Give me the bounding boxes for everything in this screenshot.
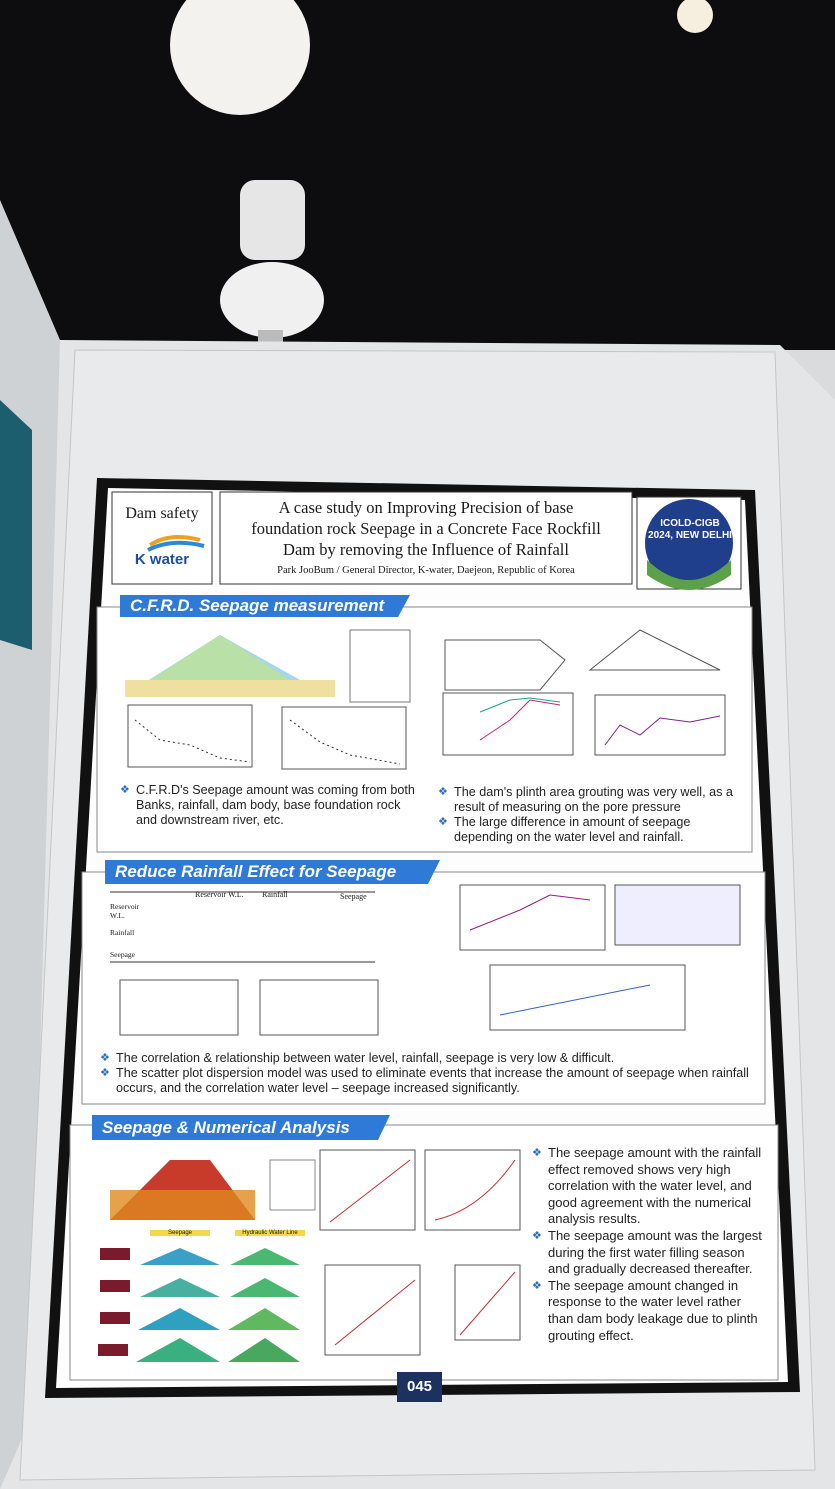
- plot: [454, 1264, 521, 1341]
- fit-line: [459, 1271, 516, 1336]
- plot: [424, 1149, 521, 1231]
- spec-table: [349, 629, 411, 703]
- logo-arc: [148, 534, 201, 547]
- poster-number: 045: [406, 1378, 433, 1395]
- bullet: The dam's plinth area grouting was very …: [438, 785, 743, 815]
- scatter-trace: [289, 719, 401, 765]
- fit-line: [334, 1279, 416, 1346]
- logo-text: K water: [134, 551, 190, 568]
- plot: [281, 706, 407, 770]
- header-box: [219, 491, 633, 585]
- trend-line: [499, 984, 651, 1016]
- plot: [127, 704, 253, 768]
- badge-text: ICOLD-CIGB 2024, NEW DELHI: [645, 518, 735, 542]
- bullet: The correlation & relationship between w…: [100, 1051, 750, 1066]
- table-header: Reservoir W.L.: [195, 890, 244, 899]
- bullet: The scatter plot dispersion model was us…: [100, 1066, 750, 1096]
- heading-banner: [105, 860, 440, 884]
- plot: [442, 692, 574, 756]
- badge: [645, 499, 733, 587]
- series-line: [469, 894, 591, 931]
- scatter-trace: [134, 719, 251, 763]
- ceiling: [0, 0, 835, 350]
- fit-line: [434, 1159, 516, 1221]
- badge-line: 2024, NEW DELHI: [648, 530, 732, 541]
- dam-figure: [150, 635, 290, 680]
- bullet: The seepage amount with the rainfall eff…: [532, 1145, 762, 1228]
- badge-line: ICOLD-CIGB: [660, 518, 720, 529]
- bullet: The seepage amount was the largest durin…: [532, 1228, 762, 1278]
- mesh-figure: [110, 1190, 255, 1220]
- table-header: Rainfall: [262, 890, 288, 899]
- title: A case study on Improving Precision of b…: [220, 497, 632, 560]
- author: Park JooBum / General Director, K-water,…: [277, 565, 575, 576]
- caption: Seepage: [150, 1230, 210, 1236]
- plot: [459, 884, 606, 951]
- title-line: foundation rock Seepage in a Concrete Fa…: [251, 519, 601, 538]
- title-line: Dam by removing the Influence of Rainfal…: [283, 540, 569, 559]
- logo-arc: [147, 540, 205, 552]
- plot: [259, 979, 379, 1036]
- category: Dam safety: [125, 505, 199, 522]
- bullet-list: C.F.R.D's Seepage amount was coming from…: [120, 783, 420, 828]
- table-header: Seepage: [340, 892, 367, 901]
- spotlight-head: [220, 262, 324, 338]
- number-tag: [397, 1372, 442, 1402]
- section-heading: Seepage & Numerical Analysis: [102, 1118, 350, 1137]
- bullet: The seepage amount changed in response t…: [532, 1278, 762, 1344]
- bullet: The large difference in amount of seepag…: [438, 815, 743, 845]
- plot: [614, 884, 741, 946]
- heading-banner: [120, 595, 410, 617]
- table-row-label: Reservoir W.L.: [110, 902, 140, 920]
- spotlight-body: [240, 180, 305, 260]
- bullet-list: The dam's plinth area grouting was very …: [438, 785, 743, 845]
- caption: Hydraulic Water Line: [235, 1230, 305, 1236]
- bullet-list: The correlation & relationship between w…: [100, 1051, 750, 1096]
- series-line: [604, 715, 721, 746]
- series-line: [479, 699, 561, 741]
- side-sign: [0, 400, 32, 650]
- table-row-label: Seepage: [110, 950, 135, 959]
- series-line: [479, 697, 561, 713]
- model-row: [98, 1248, 300, 1362]
- dam-figure: [125, 680, 335, 697]
- lamp-bulb: [170, 0, 310, 115]
- plot: [319, 1149, 416, 1231]
- section-heading: Reduce Rainfall Effect for Seepage: [115, 862, 397, 881]
- table-row-label: Rainfall: [110, 928, 135, 937]
- legend-table: [269, 1159, 316, 1211]
- fit-line: [329, 1159, 411, 1223]
- plot: [119, 979, 239, 1036]
- bullet: C.F.R.D's Seepage amount was coming from…: [120, 783, 420, 828]
- heading-banner: [92, 1115, 390, 1140]
- lamp-bulb: [677, 0, 713, 33]
- section-figure: [588, 629, 721, 671]
- plan-figure: [444, 639, 566, 691]
- section-heading: C.F.R.D. Seepage measurement: [130, 596, 385, 615]
- badge-ground: [647, 560, 731, 590]
- title-line: A case study on Improving Precision of b…: [278, 498, 574, 517]
- plot: [594, 694, 726, 756]
- bullet-list: The seepage amount with the rainfall eff…: [532, 1145, 762, 1344]
